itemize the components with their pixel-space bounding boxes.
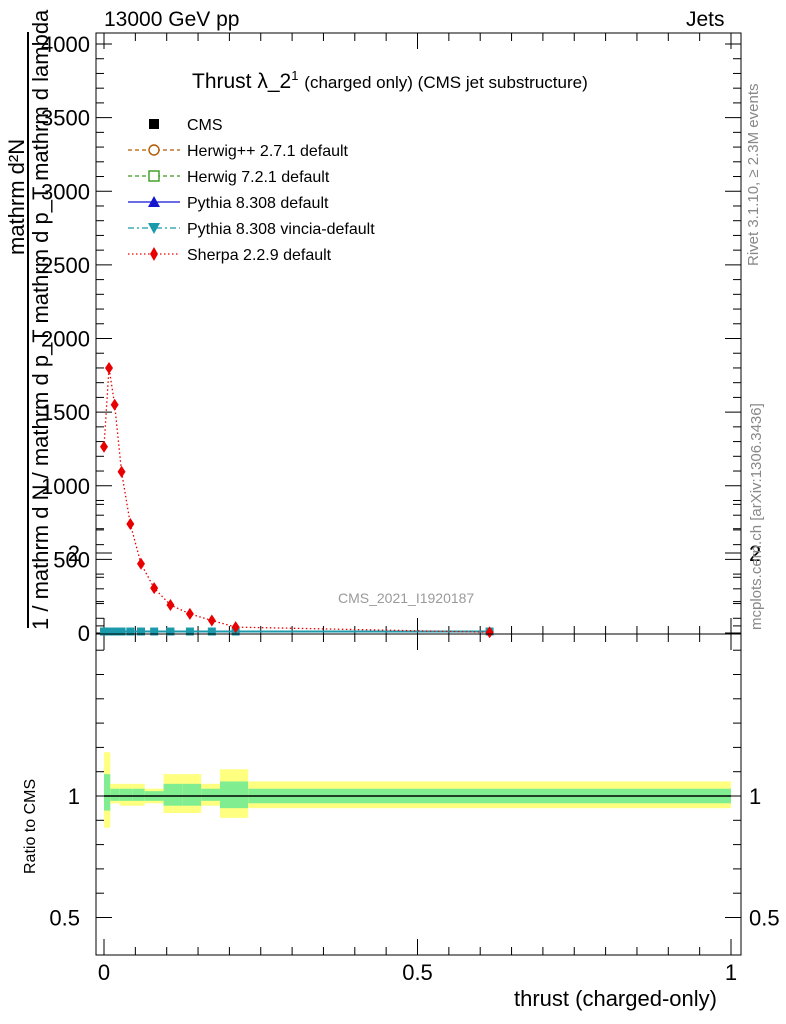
legend-marker [149,119,159,129]
ratio-bands [104,752,731,828]
legend-label: Sherpa 2.2.9 default [187,247,332,264]
sherpa-point [231,621,240,634]
legend-marker [148,144,160,156]
main-y-tick-label: 2500 [41,253,90,278]
ratio-y-tick-label-right: 2 [749,541,761,566]
ratio-inner-band [182,783,202,806]
ratio-y-tick-label: 1 [68,784,80,809]
legend-marker [148,170,160,182]
legend-marker [148,196,160,207]
sherpa-point [117,465,126,478]
chart-title-main: Thrust λ_2 [192,70,292,93]
main-y-tick-label: 3500 [41,106,90,131]
ratio-y-tick-label-right: 0.5 [749,906,780,931]
ratio-inner-band [163,783,183,806]
main-y-tick-label: 4000 [41,32,90,57]
main-y-tick-label: 0 [78,621,90,646]
analysis-watermark: CMS_2021_I1920187 [338,590,475,606]
sherpa-point [185,607,194,620]
sherpa-point [150,582,159,595]
sherpa-point [100,440,108,453]
main-y-tick-label: 1500 [41,400,90,425]
sherpa-point [485,626,494,639]
sherpa-point [105,361,114,374]
legend-marker [148,223,160,234]
sherpa-line [103,367,490,633]
sherpa-point [166,599,175,612]
legend-label: Pythia 8.308 vincia-default [187,221,375,238]
main-y-tick-label: 3000 [41,179,90,204]
legend-label: CMS [187,117,223,134]
sherpa-point [110,398,119,411]
legend-label: Herwig++ 2.7.1 default [187,143,349,160]
ratio-y-axis-label: Ratio to CMS [22,778,39,874]
tick-marks: 0 500 1000 1500 2000 2500 3000 3500 4000 0 0.5 1 0.5… [41,32,780,985]
sherpa-point [207,614,216,627]
main-y-tick-label: 1000 [41,474,90,499]
chart-title-sup: 1 [291,68,299,83]
legend: CMS Herwig++ 2.7.1 default Herwig 7.2.1 de… [128,117,375,264]
mcplots-label: mcplots.cern.ch [arXiv:1306.3436] [748,403,765,630]
process-label: Jets [686,8,725,31]
ratio-y-tick-label-right: 1 [749,784,761,809]
x-tick-label: 0.5 [402,960,433,985]
x-tick-label: 0 [98,960,110,985]
y-axis-label-line2: 1 / mathrm d N / mathrm d p_T mathrm d p… [28,9,53,630]
ratio-inner-band [110,788,120,801]
main-y-tick-label: 500 [53,547,90,572]
ratio-inner-band [119,788,133,801]
x-axis-label: thrust (charged-only) [514,986,717,1011]
x-tick-label: 1 [725,960,737,985]
energy-label: 13000 GeV pp [104,8,240,31]
ratio-y-tick-label: 2 [68,541,80,566]
ratio-inner-band [219,781,249,809]
y-axis-fraction-bar [27,32,29,628]
chart-title: Thrust λ_21 (charged only) (CMS jet subs… [192,68,588,94]
legend-label: Herwig 7.2.1 default [187,169,330,186]
chart-title-rest: (charged only) (CMS jet substructure) [304,73,588,92]
legend-label: Pythia 8.308 default [187,195,329,212]
sherpa-point [126,518,135,531]
series-layer [100,361,494,639]
ratio-inner-band [201,788,220,801]
main-y-tick-label: 2000 [41,327,90,352]
legend-marker [150,247,158,261]
ratio-inner-band [104,774,111,811]
ratio-plot-frame [95,633,742,956]
ratio-y-tick-label: 0.5 [49,906,80,931]
rivet-label: Rivet 3.1.10, ≥ 2.3M events [745,83,762,267]
sherpa-point [136,557,145,570]
ratio-inner-band [132,788,145,801]
